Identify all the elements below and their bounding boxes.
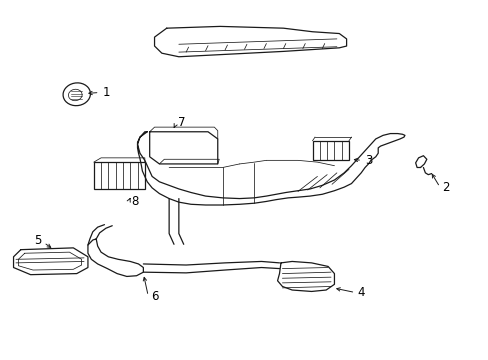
Text: 6: 6 (150, 289, 158, 303)
Text: 4: 4 (357, 286, 364, 299)
Text: 7: 7 (177, 116, 184, 129)
Text: 2: 2 (442, 181, 449, 194)
Text: 5: 5 (34, 234, 41, 247)
Bar (312, 141, 348, 160)
Bar (94, 162, 144, 189)
Text: 1: 1 (102, 86, 109, 99)
Text: 8: 8 (131, 195, 139, 208)
Text: 3: 3 (364, 154, 371, 167)
